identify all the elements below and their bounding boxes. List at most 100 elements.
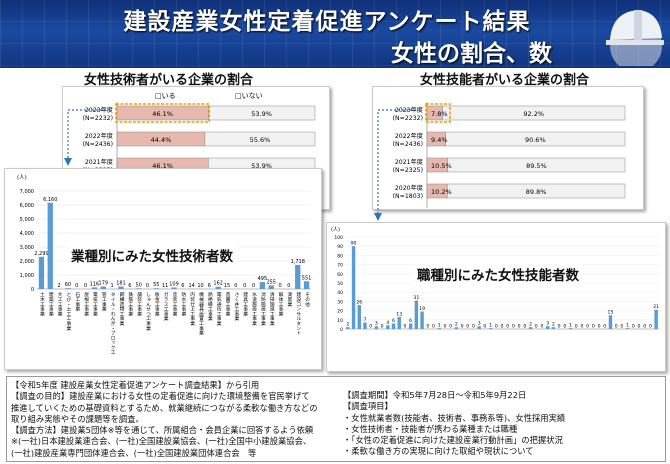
data-label: 1 (569, 323, 572, 329)
category-label: (N=2232) (83, 115, 113, 122)
data-label: 2 (346, 322, 349, 328)
info-line: 【調査方法】建設業5団体※等を通じて、所属組合・会員企業に回答するよう依頼 (11, 425, 314, 436)
data-label: 21 (653, 304, 659, 310)
bar (171, 287, 177, 289)
bar (91, 287, 98, 289)
data-label: 2 (529, 322, 532, 328)
data-label: 1 (626, 323, 629, 329)
highlight-box (115, 103, 211, 123)
y-axis-unit: (人) (331, 227, 340, 233)
data-label: 551 (302, 275, 312, 281)
data-label: 0 (403, 324, 406, 330)
category-label: 電気工事業 (92, 292, 97, 317)
category-label: 2022年度 (85, 132, 113, 140)
category-label: 土木工事業 (39, 291, 44, 317)
data-label: 31 (413, 295, 419, 301)
data-label: 13 (396, 312, 402, 318)
data-label: 10.5% (431, 162, 452, 170)
data-label: 0 (638, 324, 641, 330)
data-label: 7 (364, 317, 367, 323)
bar (488, 328, 493, 329)
data-label: 6,160 (43, 197, 57, 203)
page-subtitle: 女性の割合、数 (391, 41, 552, 67)
category-label: 屋根工事業 (83, 292, 88, 317)
category-label: 水道施設工事業 (251, 291, 256, 327)
bar-segment-no (445, 131, 626, 147)
info-line: 【令和5年度 建設産業女性定着促進アンケート調査結果】から引用 (11, 380, 260, 390)
bar (65, 288, 71, 289)
bar (100, 286, 106, 289)
category-label: 建具工事業 (242, 291, 247, 317)
category-label: (N=2436) (83, 141, 113, 148)
data-label: 44.4% (151, 136, 172, 144)
chart-title-engineers-ratio: 女性技術者がいる企業の割合 (84, 73, 254, 88)
bar (346, 327, 350, 329)
data-label: 0 (146, 283, 149, 289)
category-label: 建築工事業 (48, 291, 53, 317)
data-label: 109 (169, 281, 179, 287)
data-label: 3 (375, 321, 378, 327)
data-label: 90 (351, 241, 357, 247)
data-label: 55.6% (250, 136, 271, 144)
data-label: 3 (478, 321, 481, 327)
data-label: 0 (501, 324, 504, 330)
data-label: 0 (234, 283, 237, 289)
data-label: 92.2% (523, 110, 544, 118)
category-label: 2021年度 (395, 158, 423, 166)
data-label: 0 (512, 324, 515, 330)
bar-segment-no (446, 183, 626, 199)
chart-title-skilled-by-job: 職種別にみた女性技能者数 (414, 264, 582, 284)
category-label: (N=2232) (393, 115, 423, 122)
data-label: 495 (258, 276, 268, 282)
category-label: さく井工事業 (233, 292, 238, 322)
bar-segment-no (204, 131, 316, 147)
skilled-by-job-panel: (人) 0 10 20 30 40 50 60 70 80 90 100 2 90 26 7 0 3 0 4 6 13 0 6… (326, 222, 666, 372)
data-label: 6 (208, 283, 211, 289)
data-label: 9.4% (431, 136, 448, 144)
info-line: 取り組み実態やその課題等を調査。 (11, 413, 144, 424)
category-label: 板金工事業 (154, 291, 159, 317)
category-label: 2022年度 (395, 132, 423, 140)
info-line: 【調査項目】 (343, 401, 393, 412)
data-label: 6 (392, 318, 395, 324)
bar (363, 322, 367, 329)
data-label: 0 (432, 324, 435, 330)
bar (374, 326, 379, 329)
bar (391, 323, 396, 329)
data-label: 90.6% (525, 136, 546, 144)
category-label: 防水工事業 (180, 291, 185, 317)
data-label: 0 (369, 324, 372, 330)
chart-title-skilled-ratio: 女性技能者がいる企業の割合 (420, 73, 590, 88)
survey-info-box: 【令和5年度 建設産業女性定着促進アンケート調査結果】から引用 【調査の目的】建… (6, 376, 666, 462)
info-line: ※(一社)日本建設業連合会、(一社)全国建設業協会、(一社)全国中小建設業協会、 (11, 436, 312, 447)
data-label: 1 (111, 283, 114, 289)
data-label: 0 (483, 324, 486, 330)
data-label: 0 (603, 324, 606, 330)
data-label: 0 (495, 324, 498, 330)
category-label: 熱絶縁工事業 (207, 291, 212, 322)
bar (551, 327, 556, 329)
category-label: 塗装工事業 (172, 291, 177, 317)
bar (528, 327, 533, 329)
data-label: 0 (278, 283, 281, 289)
category-label: とび・土工工事業 (65, 292, 70, 332)
bar-segment-no (447, 157, 626, 173)
data-label: 0 (615, 324, 618, 330)
y-tick-label: 3,000 (20, 245, 34, 251)
info-line: 【調査の目的】建設産業における女性の定着促進に向けた環境整備を官民挙げて (11, 391, 310, 402)
data-label: 255 (266, 279, 276, 285)
data-label: 6 (128, 283, 131, 289)
data-label: 2 (552, 322, 555, 328)
bar (437, 328, 441, 329)
info-line: ・「女性の定着促進に向けた建設産業行動計画」の把握状況 (343, 435, 563, 446)
data-label: 89.8% (526, 188, 547, 196)
y-tick-label: 0 (31, 287, 34, 293)
data-label: 14 (188, 283, 194, 289)
y-tick-label: 70 (337, 263, 343, 269)
data-label: 0 (381, 324, 384, 330)
hardhat-icon (606, 10, 664, 66)
data-label: 60 (65, 282, 71, 288)
data-label: 0 (540, 324, 543, 330)
legend-item: □いない (235, 92, 263, 100)
